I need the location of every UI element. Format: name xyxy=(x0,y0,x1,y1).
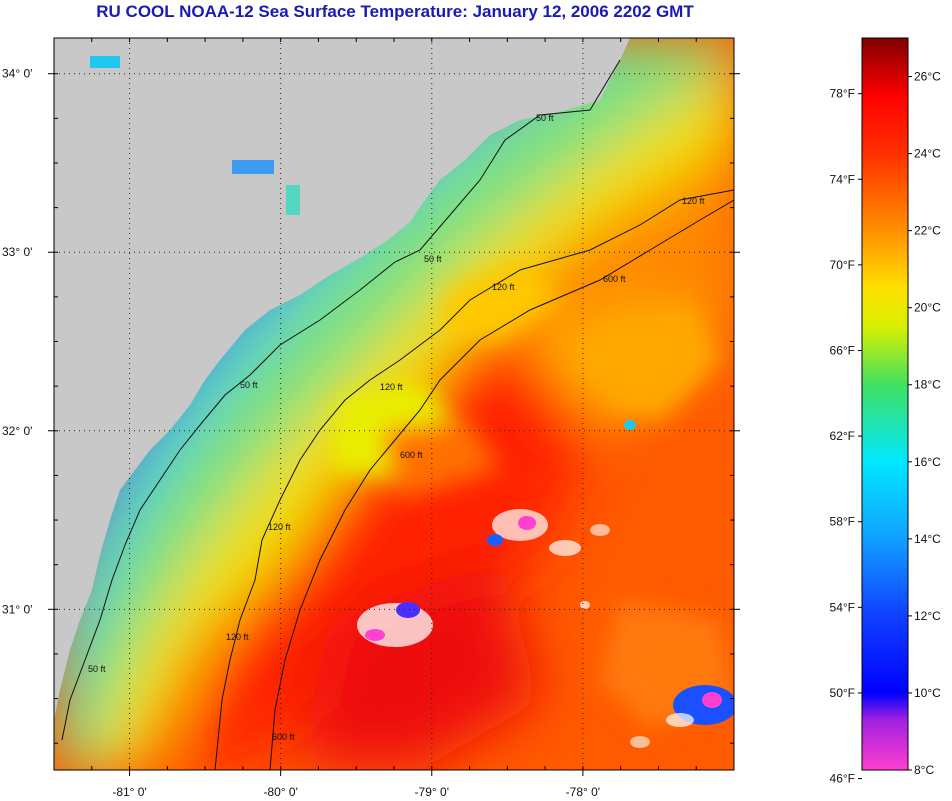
colorbar-scale xyxy=(861,37,909,771)
fahrenheit-label: 50°F xyxy=(830,686,855,700)
celsius-label: 24°C xyxy=(914,147,941,161)
contour-label-600ft: 600 ft xyxy=(272,732,295,742)
contour-label-50ft: 50 ft xyxy=(88,664,106,674)
contour-50ft-line xyxy=(61,59,621,741)
contour-label-50ft: 50 ft xyxy=(536,113,554,123)
contour-label-120ft: 120 ft xyxy=(268,522,291,532)
fahrenheit-label: 78°F xyxy=(830,87,855,101)
lon-label: -78° 0' xyxy=(566,785,600,799)
land-mass xyxy=(54,38,630,720)
fahrenheit-label: 46°F xyxy=(830,772,855,786)
contour-label-50ft: 50 ft xyxy=(424,254,442,264)
longitude-labels: -81° 0' -80° 0' -79° 0' -78° 0' xyxy=(112,785,600,799)
axis-ticks xyxy=(48,38,740,776)
fahrenheit-label: 62°F xyxy=(830,429,855,443)
celsius-label: 10°C xyxy=(914,686,941,700)
colorbar-ticks xyxy=(858,76,912,780)
contour-label-120ft: 120 ft xyxy=(380,382,403,392)
contour-120ft-line xyxy=(214,189,734,770)
lat-label: 34° 0' xyxy=(2,67,32,81)
celsius-label: 22°C xyxy=(914,224,941,238)
contour-label-600ft: 600 ft xyxy=(603,274,626,284)
lon-label: -80° 0' xyxy=(263,785,297,799)
celsius-label: 8°C xyxy=(914,763,934,777)
fahrenheit-label: 74°F xyxy=(830,172,855,186)
celsius-label: 18°C xyxy=(914,378,941,392)
fahrenheit-label: 70°F xyxy=(830,258,855,272)
contour-label-120ft: 120 ft xyxy=(682,196,705,206)
latitude-labels: 34° 0' 33° 0' 32° 0' 31° 0' xyxy=(2,67,32,617)
bathymetry-contours xyxy=(61,59,734,770)
lat-label: 31° 0' xyxy=(2,602,32,616)
contour-label-120ft: 120 ft xyxy=(492,282,515,292)
lat-label: 33° 0' xyxy=(2,245,32,259)
contour-labels: 50 ft 50 ft 50 ft 50 ft 120 ft 120 ft 12… xyxy=(88,113,705,742)
celsius-label: 12°C xyxy=(914,609,941,623)
fahrenheit-label: 54°F xyxy=(830,600,855,614)
small-lakes xyxy=(90,56,300,215)
graticule xyxy=(54,38,734,770)
fahrenheit-labels: 78°F 74°F 70°F 66°F 62°F 58°F 54°F 50°F 46°F xyxy=(830,87,855,786)
fahrenheit-label: 66°F xyxy=(830,343,855,357)
contour-label-50ft: 50 ft xyxy=(240,380,258,390)
lon-label: -81° 0' xyxy=(112,785,146,799)
sst-field xyxy=(54,38,734,770)
contour-600ft-line xyxy=(269,199,734,770)
contour-label-600ft: 600 ft xyxy=(400,450,423,460)
lon-label: -79° 0' xyxy=(415,785,449,799)
celsius-labels: 26°C 24°C 22°C 20°C 18°C 16°C 14°C 12°C 10°C 8°C xyxy=(914,70,941,777)
celsius-label: 26°C xyxy=(914,70,941,84)
celsius-label: 14°C xyxy=(914,532,941,546)
map-title: RU COOL NOAA-12 Sea Surface Temperature:… xyxy=(96,2,694,21)
contour-label-120ft: 120 ft xyxy=(226,632,249,642)
celsius-label: 16°C xyxy=(914,455,941,469)
fahrenheit-label: 58°F xyxy=(830,515,855,529)
cloud-speckles xyxy=(357,420,734,748)
celsius-label: 20°C xyxy=(914,301,941,315)
lat-label: 32° 0' xyxy=(2,424,32,438)
